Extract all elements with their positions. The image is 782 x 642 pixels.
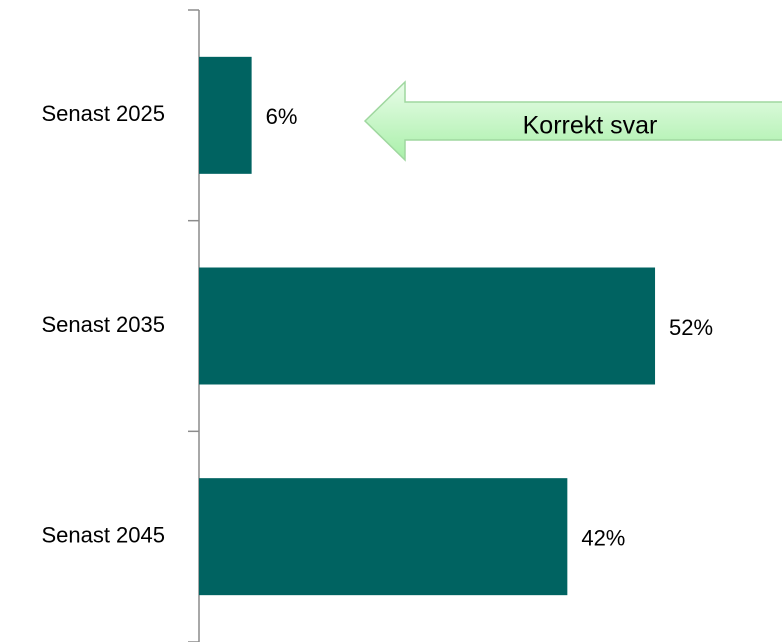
y-tick-label: Senast 2045 <box>41 522 165 547</box>
bar <box>199 56 252 174</box>
data-label: 52% <box>669 315 713 340</box>
annotation-arrow <box>363 80 782 162</box>
data-label: 6% <box>266 104 298 129</box>
annotation: Korrekt svar <box>523 112 658 140</box>
y-tick-label: Senast 2035 <box>41 312 165 337</box>
bar <box>199 478 568 596</box>
data-label: 42% <box>581 525 625 550</box>
y-tick-label: Senast 2025 <box>41 101 165 126</box>
bar <box>199 267 656 385</box>
